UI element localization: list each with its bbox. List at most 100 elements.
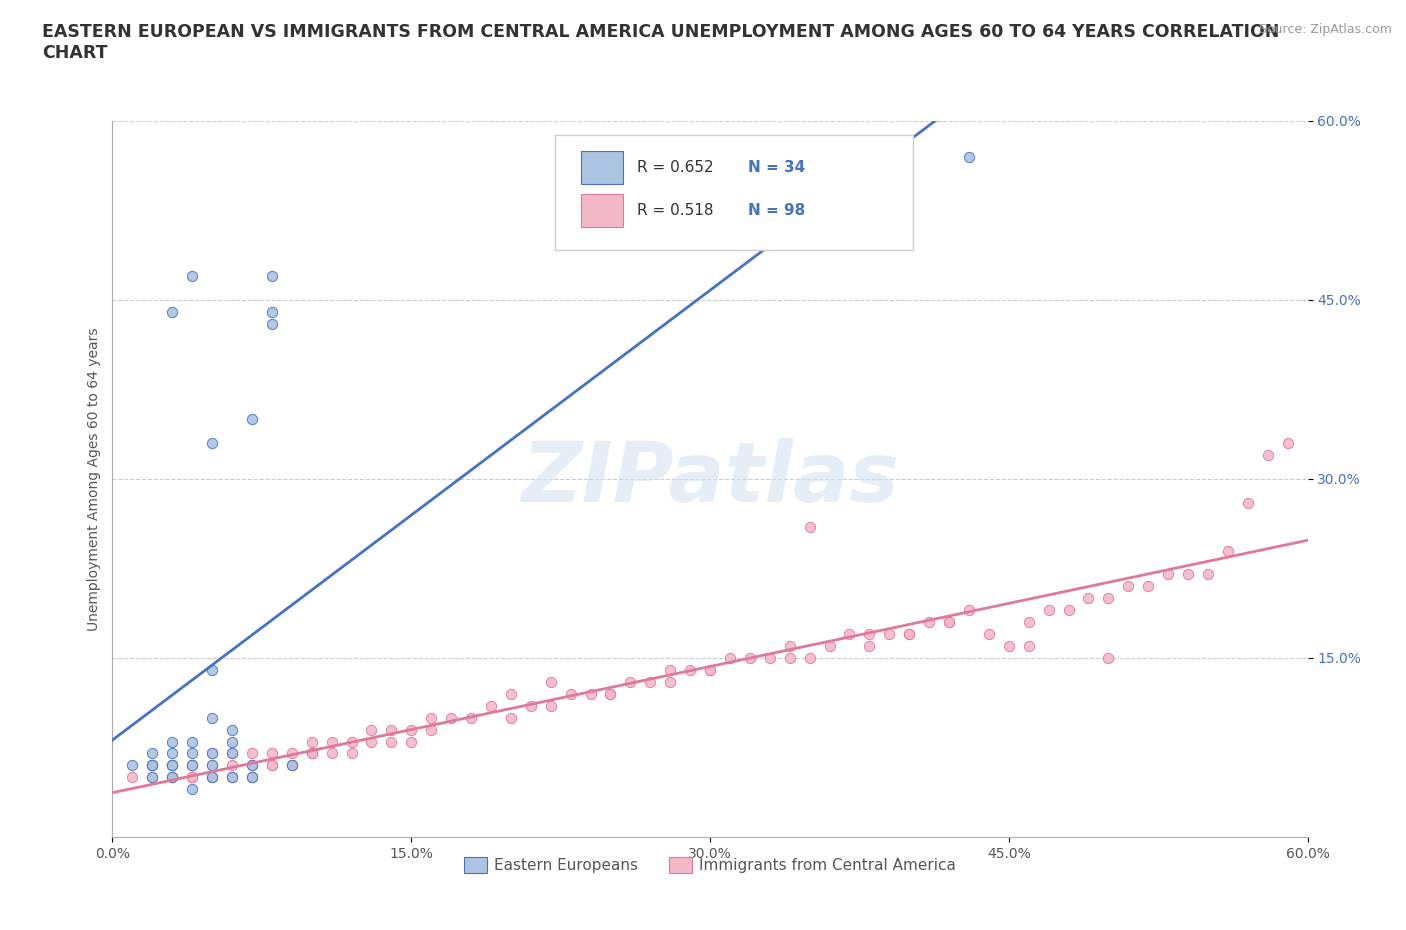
Point: [957, 150, 980, 165]
Point: [1237, 496, 1260, 511]
Point: [240, 412, 263, 427]
Text: R = 0.652: R = 0.652: [637, 160, 714, 175]
Point: [162, 746, 183, 761]
Point: [162, 758, 183, 773]
Point: [858, 639, 880, 654]
Text: EASTERN EUROPEAN VS IMMIGRANTS FROM CENTRAL AMERICA UNEMPLOYMENT AMONG AGES 60 T: EASTERN EUROPEAN VS IMMIGRANTS FROM CENT…: [42, 23, 1279, 62]
Point: [240, 770, 263, 785]
Point: [679, 662, 702, 677]
Point: [221, 770, 243, 785]
Point: [201, 746, 224, 761]
Point: [221, 746, 243, 761]
Point: [699, 662, 721, 677]
Point: [201, 770, 224, 785]
Point: [181, 758, 204, 773]
Point: [121, 770, 143, 785]
Point: [1077, 591, 1099, 605]
Point: [858, 627, 880, 642]
Point: [799, 519, 821, 534]
Point: [201, 711, 224, 725]
Point: [141, 770, 163, 785]
Text: Source: ZipAtlas.com: Source: ZipAtlas.com: [1258, 23, 1392, 36]
Point: [460, 711, 482, 725]
Point: [201, 435, 224, 451]
Point: [281, 746, 304, 761]
Point: [340, 746, 363, 761]
Point: [201, 746, 224, 761]
Point: [162, 758, 183, 773]
Point: [162, 304, 183, 319]
Point: [181, 734, 204, 749]
Point: [141, 758, 163, 773]
Point: [1137, 578, 1160, 594]
Point: [898, 627, 921, 642]
Point: [141, 758, 163, 773]
Point: [360, 722, 382, 737]
Point: [640, 674, 662, 689]
Point: [659, 662, 682, 677]
Point: [440, 711, 463, 725]
Point: [162, 734, 183, 749]
Point: [759, 651, 782, 666]
Point: [240, 758, 263, 773]
Point: [659, 674, 682, 689]
Point: [977, 627, 1000, 642]
Point: [401, 722, 423, 737]
Point: [181, 746, 204, 761]
Point: [879, 627, 901, 642]
Point: [201, 770, 224, 785]
Point: [499, 711, 522, 725]
Point: [579, 686, 602, 701]
Point: [201, 770, 224, 785]
Point: [121, 758, 143, 773]
Point: [281, 758, 304, 773]
Point: [201, 758, 224, 773]
Point: [221, 722, 243, 737]
Point: [1097, 651, 1119, 666]
Point: [401, 734, 423, 749]
Point: [540, 674, 562, 689]
Point: [340, 734, 363, 749]
Point: [1038, 603, 1060, 618]
Point: [221, 758, 243, 773]
Point: [499, 686, 522, 701]
Point: [1216, 543, 1239, 558]
Point: [221, 770, 243, 785]
Point: [779, 651, 801, 666]
Point: [938, 615, 960, 630]
Point: [260, 746, 283, 761]
Point: [162, 770, 183, 785]
Point: [938, 615, 960, 630]
Point: [260, 758, 283, 773]
Point: [1197, 567, 1219, 582]
Point: [420, 711, 443, 725]
Point: [599, 686, 621, 701]
Point: [420, 722, 443, 737]
Point: [240, 770, 263, 785]
Point: [838, 627, 860, 642]
FancyBboxPatch shape: [581, 152, 623, 183]
Point: [162, 770, 183, 785]
Point: [957, 603, 980, 618]
Point: [181, 269, 204, 284]
Point: [301, 734, 323, 749]
Point: [540, 698, 562, 713]
Point: [181, 770, 204, 785]
Point: [599, 686, 621, 701]
Point: [260, 304, 283, 319]
Point: [738, 651, 761, 666]
Point: [181, 758, 204, 773]
Text: N = 34: N = 34: [748, 160, 806, 175]
Point: [321, 746, 343, 761]
Point: [141, 770, 163, 785]
Point: [281, 758, 304, 773]
Point: [1277, 435, 1299, 451]
Point: [141, 758, 163, 773]
Point: [221, 746, 243, 761]
Point: [260, 269, 283, 284]
Point: [619, 674, 641, 689]
Point: [162, 770, 183, 785]
Point: [162, 758, 183, 773]
Point: [301, 746, 323, 761]
Text: ZIPatlas: ZIPatlas: [522, 438, 898, 520]
